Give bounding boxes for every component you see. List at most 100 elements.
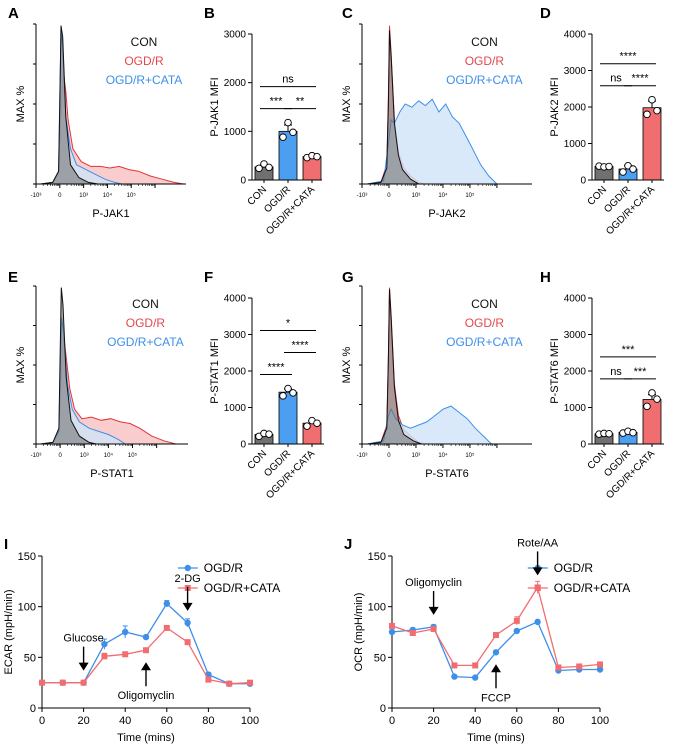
data-point	[472, 674, 479, 681]
panel-label-b: B	[204, 5, 215, 22]
data-point	[513, 617, 520, 624]
y-tick-label: 0	[240, 440, 246, 451]
line-chart-j: 0 50 100 150 0 20 40 60 80 100 Time (mins) OCR (mpH…	[353, 537, 630, 744]
data-point	[388, 628, 396, 636]
legend-entry: OGD/R+CATA	[204, 581, 281, 595]
y-tick-label: 1000	[564, 403, 587, 414]
significance-label: ns	[282, 74, 294, 86]
y-tick-label: 3000	[564, 330, 587, 341]
y-tick-label: 4000	[224, 294, 247, 305]
data-point	[260, 160, 268, 168]
legend-entry: OGD/R	[554, 561, 594, 575]
data-point	[303, 422, 311, 430]
significance-label: ****	[631, 73, 649, 85]
y-tick-label: 0	[580, 176, 586, 187]
data-point	[184, 619, 191, 627]
annotation-label: Glucose	[63, 633, 103, 645]
data-point	[122, 628, 129, 636]
data-point	[643, 110, 651, 119]
x-tick-label: 10⁵	[127, 192, 137, 199]
panel-label-f: F	[204, 269, 213, 286]
data-point	[284, 384, 292, 393]
histogram-a: -10³ 0 10³ 10⁴ 10⁵ P-JAK1 MAX % CON OGD/R OGD/R+C…	[15, 23, 186, 220]
data-point	[430, 625, 437, 632]
x-tick-label: 10³	[412, 193, 421, 199]
panel-label-c: C	[342, 5, 353, 22]
legend-entry: CON	[471, 297, 498, 311]
y-axis-label: OCR (mpH/min)	[353, 593, 365, 672]
significance-label: ***	[622, 344, 636, 356]
data-point	[39, 679, 45, 686]
x-tick-label: -10³	[357, 193, 368, 199]
series-line-ogd-r-cata	[391, 585, 601, 669]
histogram-e: -10³ 0 10³ 10⁴ 10⁵ P-STAT1 MAX % CON OGD/R OGD/R+…	[15, 285, 188, 480]
annotation-label: 2-DG	[174, 573, 200, 585]
y-axis-label: P-STAT6 MFI	[549, 338, 561, 404]
line-chart-i: 0 50 100 150 0 20 40 60 80 100 Time (mins) ECAR (mp…	[3, 551, 280, 744]
arrow-head	[78, 662, 89, 671]
legend-entry: CON	[471, 35, 498, 49]
significance-label: ns	[610, 366, 622, 378]
data-point	[493, 632, 499, 639]
legend-entry: OGD/R+CATA	[446, 73, 523, 87]
data-point	[247, 679, 253, 686]
data-point	[619, 168, 627, 176]
x-axis-label: P-JAK2	[428, 208, 465, 220]
data-point	[648, 95, 656, 104]
data-point	[653, 395, 661, 403]
data-point	[597, 661, 603, 668]
legend-entry: OGD/R	[465, 54, 505, 68]
data-point	[101, 640, 108, 648]
significance-label: ****	[267, 362, 285, 374]
x-tick-label: 40	[119, 715, 131, 727]
x-tick-label: 10⁵	[128, 452, 138, 459]
arrow-head	[532, 567, 543, 576]
panel-label-h: H	[540, 269, 551, 286]
significance-label: ns	[610, 73, 622, 85]
x-tick-label: 80	[202, 715, 214, 727]
x-tick-label: 0	[39, 715, 45, 727]
annotation-label: Rote/AA	[517, 537, 559, 549]
legend-entry: OGD/R+CATA	[106, 73, 183, 87]
y-tick-label: 1000	[224, 403, 247, 414]
data-point	[142, 633, 150, 641]
data-point	[184, 639, 191, 646]
annotation-label: FCCP	[481, 692, 511, 704]
y-tick-label: 0	[240, 176, 246, 187]
y-tick-label: 3000	[224, 330, 247, 341]
data-point	[451, 662, 458, 669]
data-point	[279, 133, 287, 141]
data-point	[576, 663, 583, 670]
arrow-head	[141, 662, 151, 671]
histogram-series-con	[367, 289, 422, 445]
data-point	[513, 627, 520, 635]
legend-entry: OGD/R	[204, 561, 244, 575]
data-point	[492, 649, 500, 656]
panel-label-e: E	[8, 269, 18, 286]
x-tick-label: 80	[552, 715, 564, 727]
y-axis-label: MAX %	[15, 346, 27, 383]
x-tick-label: 0	[58, 453, 62, 459]
x-tick-label: -10³	[31, 193, 42, 199]
data-point	[409, 630, 416, 637]
x-axis-label: P-STAT6	[425, 468, 469, 480]
data-point	[101, 653, 108, 660]
histogram-c: -10³ 0 10³ 10⁴ 10⁵ P-JAK2 MAX % CON OGD/R OGD/R+C…	[341, 23, 532, 220]
x-axis-label: Time (mins)	[117, 732, 175, 744]
arrow-head	[491, 664, 501, 673]
data-point	[629, 165, 637, 173]
x-tick-label: 10³	[80, 453, 89, 459]
y-axis-label: P-JAK1 MFI	[209, 77, 221, 136]
legend-entry: CON	[132, 297, 159, 311]
x-tick-label: 10³	[412, 453, 421, 459]
data-point	[653, 106, 661, 115]
data-point	[555, 664, 562, 671]
legend-entry: OGD/R+CATA	[554, 581, 631, 595]
data-point	[596, 666, 604, 673]
x-axis-label: P-STAT1	[90, 468, 134, 480]
y-tick-label: 2000	[224, 367, 247, 378]
y-tick-label: 1000	[564, 139, 587, 150]
y-axis-label: MAX %	[15, 85, 27, 122]
bar-ogd-r-cata	[642, 107, 662, 181]
